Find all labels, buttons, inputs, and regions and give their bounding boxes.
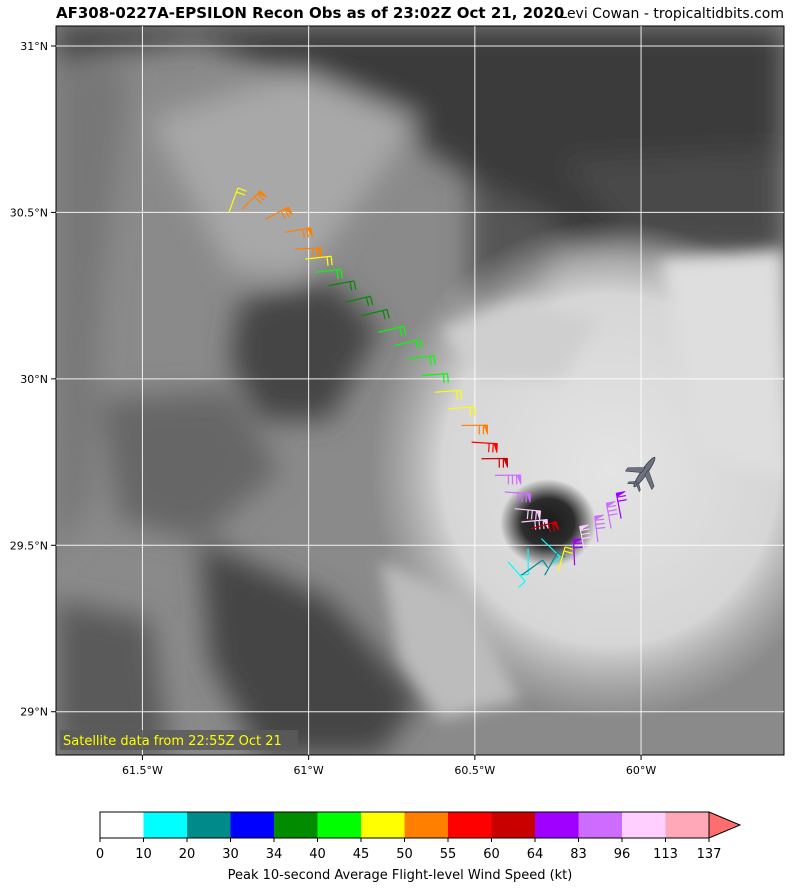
satellite-note-box: Satellite data from 22:55Z Oct 21 bbox=[60, 730, 298, 750]
wind-barb bbox=[305, 255, 333, 266]
colorbar-tick-label: 45 bbox=[353, 847, 370, 862]
wind-barb bbox=[514, 508, 542, 521]
wind-barb bbox=[408, 355, 436, 366]
wind-barb bbox=[594, 514, 606, 543]
colorbar-segment bbox=[361, 812, 405, 838]
wind-barb bbox=[615, 491, 627, 519]
lat-tick-label: 29°N bbox=[20, 706, 48, 719]
colorbar-segment bbox=[143, 812, 187, 838]
wind-barb bbox=[579, 524, 592, 553]
satellite-note-bg bbox=[60, 730, 298, 750]
colorbar-segment bbox=[665, 812, 709, 838]
graticule bbox=[56, 26, 784, 755]
lat-tick-label: 30°N bbox=[20, 373, 48, 386]
wind-barbs bbox=[228, 187, 627, 588]
wind-barb bbox=[531, 521, 560, 533]
wind-barb bbox=[295, 247, 323, 258]
wind-barb bbox=[285, 227, 313, 239]
colorbar-tick-label: 20 bbox=[179, 847, 196, 862]
colorbar-tick-label: 50 bbox=[396, 847, 413, 862]
wind-barb bbox=[572, 538, 583, 566]
wind-barb bbox=[394, 338, 424, 350]
colorbar-tick-label: 0 bbox=[96, 847, 104, 862]
colorbar-segment bbox=[187, 812, 231, 838]
wind-barb bbox=[448, 406, 476, 417]
colorbar-tick-label: 137 bbox=[697, 847, 722, 862]
colorbar-segment bbox=[622, 812, 666, 838]
colorbar-segment bbox=[404, 812, 448, 838]
wind-barb bbox=[494, 474, 522, 485]
wind-barb bbox=[434, 389, 463, 400]
credit-text: Levi Cowan - tropicaltidbits.com bbox=[559, 6, 784, 22]
satellite-background bbox=[56, 26, 784, 755]
colorbar-extend-arrow bbox=[708, 811, 742, 839]
colorbar-label: Peak 10-second Average Flight-level Wind… bbox=[227, 868, 573, 883]
wind-barb bbox=[544, 552, 566, 576]
colorbar-tick-label: 55 bbox=[440, 847, 457, 862]
colorbar: 0 10 20 30 34 40 45 50 55 60 64 83 96 113 137 bbox=[96, 811, 742, 862]
colorbar-tick-label: 60 bbox=[483, 847, 500, 862]
lon-tick-label: 60°W bbox=[626, 764, 656, 777]
wind-barb bbox=[471, 441, 498, 453]
lon-tick-label: 61°W bbox=[293, 764, 323, 777]
lon-tick-label: 60.5°W bbox=[454, 764, 495, 777]
aircraft bbox=[624, 456, 656, 493]
wind-barb bbox=[328, 280, 357, 291]
map-frame bbox=[55, 25, 785, 756]
wind-barb bbox=[605, 501, 618, 529]
lat-tick-label: 30.5°N bbox=[10, 206, 48, 219]
wind-barb bbox=[521, 559, 549, 576]
lat-tick-label: 29.5°N bbox=[10, 539, 48, 552]
colorbar-tick-label: 96 bbox=[614, 847, 631, 862]
satellite-note: Satellite data from 22:55Z Oct 21 bbox=[63, 734, 282, 749]
colorbar-segment bbox=[317, 812, 361, 838]
wind-barb bbox=[461, 424, 489, 435]
colorbar-tick-label: 34 bbox=[266, 847, 283, 862]
colorbar-segment bbox=[491, 812, 535, 838]
airplane-icon bbox=[624, 456, 656, 493]
wind-barb bbox=[345, 295, 374, 307]
wind-barb bbox=[228, 187, 247, 213]
colorbar-segment bbox=[535, 812, 579, 838]
colorbar-segment bbox=[448, 812, 492, 838]
map-title: AF308-0227A-EPSILON Recon Obs as of 23:0… bbox=[56, 4, 565, 22]
wind-barb bbox=[481, 457, 508, 468]
colorbar-tick-label: 113 bbox=[653, 847, 678, 862]
colorbar-segment bbox=[578, 812, 622, 838]
lon-tick-label: 61.5°W bbox=[122, 764, 163, 777]
wind-barb bbox=[421, 373, 449, 383]
wind-barb bbox=[241, 190, 268, 210]
colorbar-tick-label: 64 bbox=[527, 847, 544, 862]
wind-barb bbox=[378, 325, 407, 337]
lat-tick-label: 31°N bbox=[20, 40, 48, 53]
colorbar-tick-label: 40 bbox=[309, 847, 326, 862]
wind-barb bbox=[265, 206, 294, 220]
colorbar-tick-label: 10 bbox=[135, 847, 152, 862]
colorbar-tick-label: 83 bbox=[570, 847, 587, 862]
wind-barb bbox=[507, 561, 526, 588]
colorbar-segment bbox=[274, 812, 318, 838]
axis-labels: 31°N 30.5°N 30°N 29.5°N 29°N 61.5°W 61°W 60.5°W… bbox=[10, 40, 657, 777]
colorbar-tick-label: 30 bbox=[222, 847, 239, 862]
wind-barb bbox=[504, 491, 532, 503]
wind-barb bbox=[315, 268, 343, 279]
wind-barb bbox=[361, 308, 390, 320]
wind-barb bbox=[557, 546, 574, 573]
colorbar-segment bbox=[100, 812, 144, 838]
colorbar-segment bbox=[230, 812, 274, 838]
